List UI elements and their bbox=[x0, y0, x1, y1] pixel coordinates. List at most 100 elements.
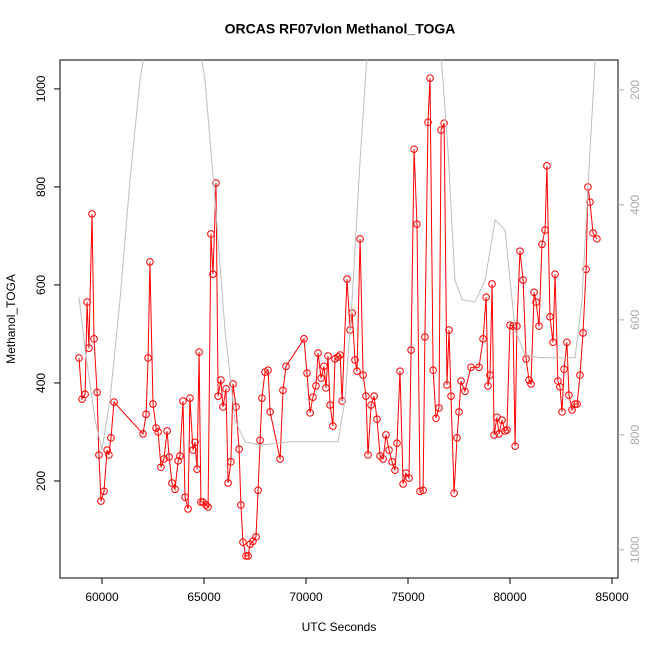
data-point bbox=[204, 503, 212, 511]
data-point bbox=[186, 394, 194, 402]
data-point bbox=[279, 386, 287, 395]
data-point bbox=[227, 458, 235, 466]
data-point bbox=[107, 434, 115, 442]
data-point bbox=[324, 352, 332, 360]
data-point bbox=[450, 489, 458, 498]
data-point bbox=[486, 371, 494, 379]
data-point bbox=[338, 397, 346, 405]
data-point bbox=[503, 426, 511, 434]
y2-tick-label: 800 bbox=[628, 425, 642, 445]
data-point bbox=[142, 410, 150, 419]
data-point bbox=[443, 381, 451, 389]
data-point bbox=[393, 439, 401, 448]
data-point bbox=[229, 380, 237, 388]
data-point bbox=[264, 366, 272, 375]
y-tick-label: 1000 bbox=[34, 75, 48, 102]
data-point bbox=[511, 442, 519, 450]
data-point bbox=[110, 398, 118, 406]
data-point bbox=[535, 322, 543, 330]
series-line bbox=[78, 78, 598, 557]
data-point bbox=[90, 335, 98, 343]
y-tick-label: 600 bbox=[34, 275, 48, 295]
data-point bbox=[189, 446, 197, 454]
data-point bbox=[157, 463, 165, 472]
data-point bbox=[320, 362, 328, 371]
data-point bbox=[571, 400, 579, 408]
data-point bbox=[300, 335, 308, 343]
data-point bbox=[334, 353, 342, 361]
data-point bbox=[93, 388, 101, 397]
y2-tick-label: 600 bbox=[628, 310, 642, 330]
data-point bbox=[532, 298, 540, 306]
data-point bbox=[105, 451, 113, 459]
data-point bbox=[181, 493, 189, 501]
data-point bbox=[519, 276, 527, 284]
data-point bbox=[579, 329, 587, 337]
data-point bbox=[191, 438, 199, 447]
data-point bbox=[419, 486, 427, 495]
data-point bbox=[258, 394, 266, 402]
data-point bbox=[551, 270, 559, 278]
data-point bbox=[171, 485, 179, 494]
data-point bbox=[432, 414, 440, 423]
data-point bbox=[513, 322, 521, 330]
data-point bbox=[541, 226, 549, 234]
data-point bbox=[276, 455, 284, 463]
data-point bbox=[97, 497, 105, 505]
data-point bbox=[209, 270, 217, 278]
data-point bbox=[362, 392, 370, 400]
data-point bbox=[593, 235, 601, 243]
data-point bbox=[457, 377, 465, 385]
data-point bbox=[222, 385, 230, 393]
data-point bbox=[336, 351, 344, 359]
data-point bbox=[538, 240, 546, 249]
data-point bbox=[359, 371, 367, 379]
x-tick-label: 75000 bbox=[391, 590, 425, 604]
data-point bbox=[479, 335, 487, 343]
x-tick-label: 85000 bbox=[595, 590, 629, 604]
data-point bbox=[429, 366, 437, 375]
data-point bbox=[235, 445, 243, 453]
data-point bbox=[219, 403, 227, 411]
data-point bbox=[382, 431, 390, 439]
data-point bbox=[373, 415, 381, 424]
x-tick-label: 80000 bbox=[493, 590, 527, 604]
data-point bbox=[435, 404, 443, 412]
data-point bbox=[455, 408, 463, 416]
data-point bbox=[421, 333, 429, 341]
data-point bbox=[482, 293, 490, 301]
data-point bbox=[516, 247, 524, 255]
data-point bbox=[424, 118, 432, 127]
data-point bbox=[407, 346, 415, 354]
series-line bbox=[78, 60, 596, 450]
data-point bbox=[351, 356, 359, 364]
data-point bbox=[546, 312, 554, 321]
data-point bbox=[317, 374, 325, 382]
data-point bbox=[144, 354, 152, 362]
y-tick-label: 400 bbox=[34, 373, 48, 393]
data-point bbox=[176, 452, 184, 460]
data-point bbox=[549, 338, 557, 347]
data-point bbox=[525, 376, 533, 384]
data-point bbox=[565, 391, 573, 400]
data-point bbox=[179, 397, 187, 405]
data-point bbox=[370, 392, 378, 400]
data-point bbox=[165, 453, 173, 461]
x-axis-label: UTC Seconds bbox=[302, 620, 377, 634]
data-point bbox=[303, 369, 311, 377]
y-tick-label: 800 bbox=[34, 177, 48, 197]
data-point bbox=[207, 230, 215, 238]
data-point bbox=[475, 363, 483, 372]
data-point bbox=[184, 505, 192, 513]
data-point bbox=[348, 309, 356, 317]
data-point bbox=[467, 363, 475, 372]
data-point bbox=[326, 401, 334, 409]
data-point bbox=[160, 455, 168, 463]
data-point bbox=[83, 298, 91, 306]
data-point bbox=[244, 552, 252, 560]
data-point bbox=[75, 354, 83, 362]
data-point bbox=[488, 280, 496, 288]
plot-area bbox=[75, 60, 601, 560]
data-point bbox=[501, 427, 509, 435]
